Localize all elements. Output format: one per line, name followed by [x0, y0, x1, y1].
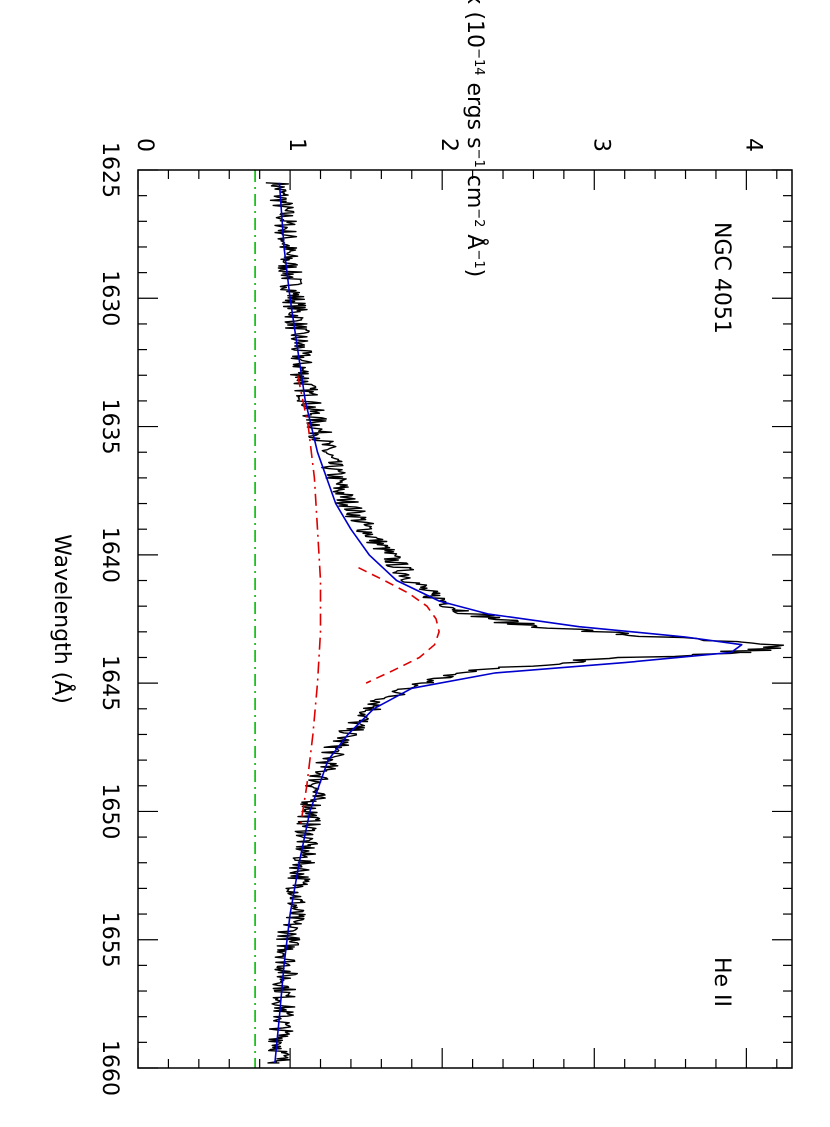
x-tick-label: 1660	[97, 1040, 122, 1096]
y-axis-title-part: ergs s	[462, 75, 487, 148]
y-axis-title-exponent: −2	[472, 208, 487, 227]
x-axis-title: Wavelength (Å)	[49, 534, 76, 704]
y-axis-title-part: )	[462, 269, 487, 278]
x-tick-label: 1650	[97, 783, 122, 839]
series-observed	[265, 182, 785, 1064]
series-broad_component	[296, 375, 322, 825]
y-axis-title-exponent: −14	[472, 48, 487, 75]
x-tick-label: 1640	[97, 527, 122, 583]
tick-marks	[137, 169, 792, 1069]
y-tick-label: 1	[284, 138, 309, 152]
y-axis-title-part: cm	[462, 168, 487, 209]
x-tick-label: 1625	[97, 142, 122, 198]
y-tick-label: 4	[740, 138, 765, 152]
y-axis-title: Flux (10−14 ergs s−1 cm−2 Å−1)	[462, 0, 489, 277]
x-tick-label: 1645	[97, 655, 122, 711]
line-label: He II	[709, 957, 734, 1007]
plot-frame	[137, 169, 793, 1069]
x-tick-label: 1630	[97, 270, 122, 326]
object-label: NGC 4051	[709, 222, 734, 334]
y-tick-label: 3	[588, 138, 613, 152]
y-axis-title-exponent: −1	[472, 149, 487, 168]
x-tick-label: 1635	[97, 399, 122, 455]
x-tick-label: 1655	[97, 912, 122, 968]
series-total_fit	[274, 182, 743, 1063]
series-layer	[254, 170, 785, 1068]
y-axis-title-part: Å	[462, 227, 489, 249]
y-tick-label: 0	[132, 138, 157, 152]
series-narrow_component	[358, 566, 440, 684]
y-axis-title-exponent: −1	[472, 249, 487, 268]
tick-labels: 1625 1630 1635 1640 1645 1650 1655 1660 0 1 2 3 4	[97, 138, 765, 1096]
y-tick-label: 2	[436, 138, 461, 152]
y-axis-title-part: Flux (10	[462, 0, 487, 48]
